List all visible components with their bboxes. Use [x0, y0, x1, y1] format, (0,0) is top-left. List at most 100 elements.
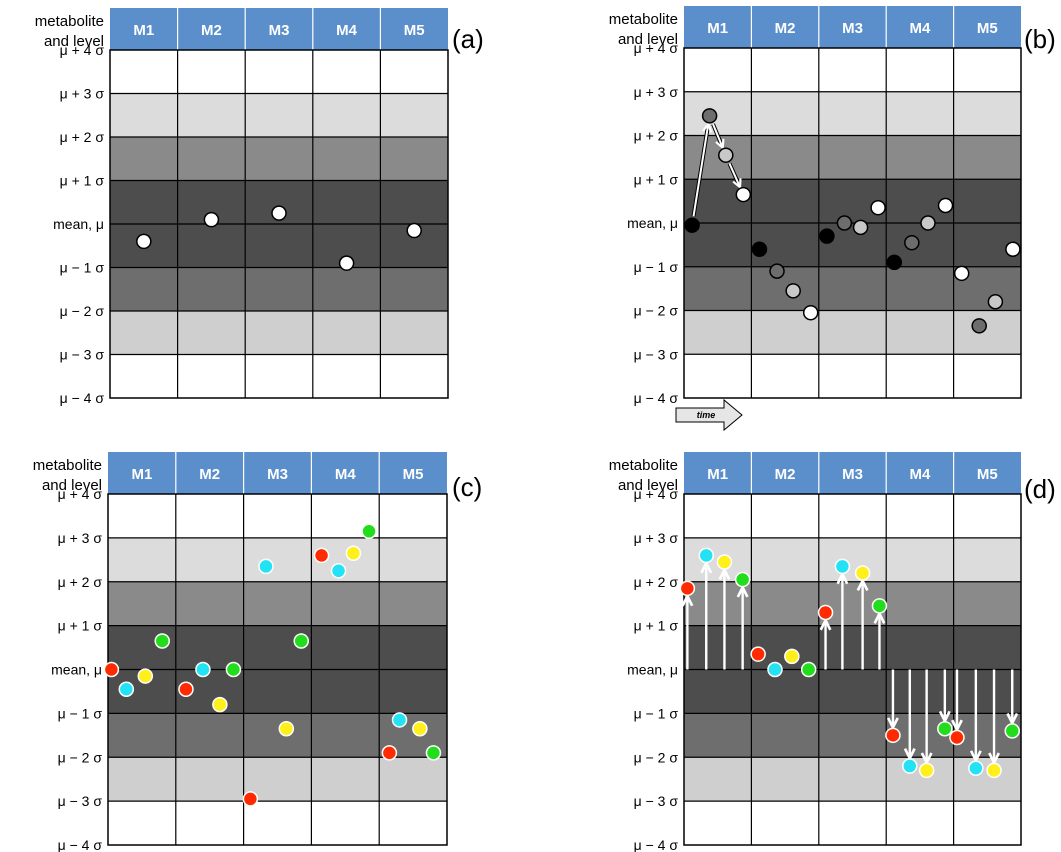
sigma-level-label: μ − 3 σ [58, 793, 103, 809]
metabolite-header-label: M4 [335, 466, 356, 483]
sigma-level-label: μ + 3 σ [634, 84, 679, 100]
metabolite-level-point [750, 646, 766, 662]
metabolite-level-point [684, 217, 700, 233]
metabolite-level-point [817, 604, 834, 621]
metabolite-level-point [870, 199, 886, 216]
sigma-level-label: μ − 3 σ [634, 346, 679, 362]
metabolite-level-point [885, 727, 901, 744]
metabolite-level-point [871, 598, 888, 614]
sigma-level-label: μ + 3 σ [634, 530, 679, 546]
metabolite-header-label: M1 [131, 466, 152, 483]
metabolite-level-point [381, 745, 398, 761]
sigma-level-label: μ − 2 σ [60, 303, 105, 319]
metabolite-header-label: M5 [404, 22, 425, 39]
metabolite-level-point [361, 523, 377, 540]
sigma-band [108, 669, 447, 714]
axis-heading-line2: and level [42, 477, 102, 494]
sigma-level-label: μ + 1 σ [634, 618, 679, 634]
sigma-level-label: μ − 1 σ [634, 259, 679, 275]
sigma-band [684, 179, 1021, 223]
sigma-band [108, 581, 447, 626]
sigma-level-label: μ + 2 σ [634, 574, 679, 590]
metabolite-level-point [698, 547, 714, 564]
metabolite-level-point [330, 563, 347, 579]
axis-heading-line2: and level [618, 31, 678, 48]
metabolite-header-bar [684, 452, 1021, 494]
sigma-band [110, 267, 448, 311]
sigma-band [684, 757, 1021, 802]
metabolite-level-point [195, 661, 211, 678]
sigma-level-label: μ − 1 σ [634, 705, 679, 721]
metabolite-level-point [1004, 723, 1020, 739]
metabolite-level-point [258, 558, 274, 575]
trajectory-arrow [728, 163, 739, 186]
time-arrow [675, 398, 743, 432]
metabolite-header-label: M3 [842, 466, 863, 483]
sigma-level-label: μ − 2 σ [634, 303, 679, 319]
sigma-level-label: mean, μ [627, 215, 678, 231]
metabolite-level-point [854, 565, 871, 581]
sigma-band [108, 537, 447, 582]
sigma-level-label: μ + 1 σ [58, 618, 103, 634]
metabolite-level-point [834, 558, 851, 575]
sigma-band [684, 354, 1021, 398]
sigma-band [684, 625, 1021, 670]
metabolite-level-point [920, 215, 936, 231]
sigma-level-label: μ + 2 σ [58, 574, 103, 590]
metabolite-level-point [968, 760, 984, 776]
metabolite-header-label: M1 [133, 22, 154, 39]
metabolite-level-point [391, 712, 408, 728]
metabolite-header-bar [684, 6, 1021, 48]
metabolite-header-label: M3 [267, 466, 288, 483]
metabolite-level-point [800, 661, 817, 678]
metabolite-level-point [118, 681, 135, 697]
sigma-level-label: μ − 4 σ [58, 837, 103, 852]
metabolite-level-point [716, 554, 733, 570]
time-arrow-label: time [697, 410, 716, 420]
sigma-level-label: μ − 1 σ [58, 705, 103, 721]
metabolite-header-label: M4 [909, 20, 930, 37]
metabolite-header-bar [108, 452, 447, 494]
metabolite-level-point [136, 233, 152, 250]
metabolite-level-point [425, 745, 442, 761]
panel-label: (a) [452, 24, 484, 54]
metabolite-level-point [784, 648, 800, 665]
sigma-band [684, 494, 1021, 538]
sigma-level-label: μ + 1 σ [634, 171, 679, 187]
metabolite-header-label: M2 [775, 20, 796, 37]
metabolite-header-label: M5 [977, 466, 998, 483]
sigma-level-label: μ + 4 σ [60, 42, 105, 58]
sigma-band [684, 91, 1021, 136]
sigma-level-label: μ + 2 σ [634, 128, 679, 144]
sigma-level-label: μ + 1 σ [60, 173, 105, 189]
metabolite-level-point [769, 263, 785, 279]
metabolite-level-point [338, 255, 355, 271]
sigma-level-label: μ − 4 σ [60, 390, 105, 406]
metabolite-level-point [345, 545, 362, 561]
metabolite-level-point [242, 791, 259, 807]
sigma-band [684, 135, 1021, 180]
metabolite-level-point [406, 222, 422, 239]
metabolite-level-point [785, 283, 801, 299]
metabolite-header-bar [110, 8, 448, 50]
metabolite-level-point [1005, 241, 1021, 257]
sigma-band [684, 266, 1021, 311]
metabolite-level-point [278, 720, 295, 737]
metabolite-level-point [986, 762, 1002, 779]
metabolite-level-point [937, 720, 953, 737]
sigma-band [684, 581, 1021, 626]
sigma-level-label: μ − 4 σ [634, 390, 679, 406]
metabolite-level-point [313, 547, 330, 564]
grid-frame [109, 49, 449, 399]
metabolite-header-label: M2 [201, 22, 222, 39]
sigma-band [108, 494, 447, 538]
metabolite-level-point [904, 234, 920, 251]
metabolite-level-point [937, 197, 954, 214]
sigma-level-label: mean, μ [51, 662, 102, 678]
axis-heading-line2: and level [44, 33, 104, 50]
metabolite-level-point [412, 720, 428, 737]
sigma-band [684, 310, 1021, 355]
sigma-level-label: μ − 2 σ [58, 749, 103, 765]
sigma-level-label: μ + 4 σ [634, 40, 679, 56]
